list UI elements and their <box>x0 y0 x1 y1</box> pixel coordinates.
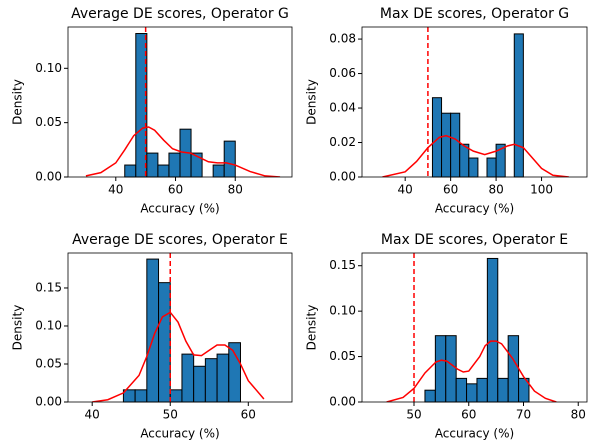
subplot: 40 50 60 0.00 0.05 0.10 0.15 Average DE scores,… <box>11 232 293 441</box>
x-tick-label: 50 <box>163 408 178 422</box>
kde-curve <box>92 311 265 402</box>
x-axis-label: Accuracy (%) <box>435 202 514 216</box>
y-tick-label: 0.15 <box>35 280 62 294</box>
y-tick-label: 0.05 <box>35 356 62 370</box>
x-tick-label: 40 <box>85 408 100 422</box>
x-axis-label: Accuracy (%) <box>140 202 219 216</box>
x-tick-label: 80 <box>488 183 503 197</box>
bar <box>466 383 478 403</box>
x-axis-label: Accuracy (%) <box>435 427 514 441</box>
y-tick-label: 0.08 <box>329 32 356 46</box>
y-tick-label: 0.02 <box>329 135 356 149</box>
y-tick-label: 0.00 <box>329 170 356 184</box>
bar <box>204 358 218 403</box>
y-tick-label: 0.00 <box>35 170 62 184</box>
bar <box>134 389 148 403</box>
y-axis-label: Density <box>11 79 25 125</box>
bar <box>169 389 183 403</box>
bar <box>497 377 509 403</box>
x-tick-label: 50 <box>406 408 421 422</box>
y-tick-label: 0.04 <box>329 101 356 115</box>
x-tick-label: 70 <box>516 408 531 422</box>
axes-frame <box>67 26 293 178</box>
x-tick-label: 60 <box>241 408 256 422</box>
bar <box>424 389 436 403</box>
y-axis-label: Density <box>305 79 319 125</box>
axes-frame <box>361 26 588 178</box>
bar <box>507 335 520 403</box>
chart-title: Max DE scores, Operator E <box>381 232 568 248</box>
subplot: 40 60 80 0.00 0.05 0.10 Average DE scores, Ope… <box>11 6 293 216</box>
bar <box>216 353 230 403</box>
subplot: 40 60 80 100 0.00 0.02 0.04 0.06 0.08 Max DE scor… <box>305 6 588 216</box>
bar <box>228 342 241 403</box>
bar <box>193 365 206 403</box>
x-tick-label: 60 <box>168 183 183 197</box>
x-tick-label: 40 <box>108 183 123 197</box>
bar <box>486 257 499 403</box>
kde-curve <box>386 340 557 402</box>
bar <box>124 164 137 178</box>
bar <box>476 377 488 403</box>
y-axis-label: Density <box>11 305 25 351</box>
chart-title: Max DE scores, Operator G <box>380 6 569 22</box>
bar <box>468 157 479 178</box>
bar <box>168 152 181 178</box>
bar <box>513 33 524 178</box>
y-axis-label: Density <box>305 305 319 351</box>
bar <box>459 143 470 178</box>
x-tick-label: 100 <box>530 183 553 197</box>
x-tick-label: 60 <box>461 408 476 422</box>
bar <box>441 112 452 178</box>
y-tick-label: 0.00 <box>329 395 356 409</box>
y-tick-label: 0.10 <box>35 61 62 75</box>
axes-frame <box>67 252 293 403</box>
subplot: 50 60 70 80 0.00 0.05 0.10 0.15 Max DE scores, O… <box>305 232 588 441</box>
bar <box>212 164 225 178</box>
bar <box>223 140 236 178</box>
x-tick-label: 40 <box>398 183 413 197</box>
bar <box>486 157 497 178</box>
kde-curve <box>382 134 569 177</box>
bar <box>146 152 159 178</box>
bar <box>181 353 195 403</box>
axes-frame <box>361 252 588 403</box>
y-tick-label: 0.00 <box>35 395 62 409</box>
chart-title: Average DE scores, Operator E <box>72 232 288 248</box>
y-tick-label: 0.10 <box>329 304 356 318</box>
chart-title: Average DE scores, Operator G <box>71 6 289 22</box>
x-tick-label: 80 <box>571 408 586 422</box>
y-tick-label: 0.06 <box>329 66 356 80</box>
kde-curve <box>85 126 281 177</box>
y-tick-label: 0.15 <box>329 258 356 272</box>
x-tick-label: 80 <box>228 183 243 197</box>
bar <box>158 282 171 403</box>
bar <box>455 377 468 403</box>
bar <box>445 335 457 403</box>
y-tick-label: 0.05 <box>329 349 356 363</box>
bar <box>434 335 447 403</box>
bar <box>157 164 170 178</box>
x-axis-label: Accuracy (%) <box>140 427 219 441</box>
y-tick-label: 0.05 <box>35 115 62 129</box>
y-tick-label: 0.10 <box>35 318 62 332</box>
x-tick-label: 60 <box>443 183 458 197</box>
bar <box>450 112 461 178</box>
